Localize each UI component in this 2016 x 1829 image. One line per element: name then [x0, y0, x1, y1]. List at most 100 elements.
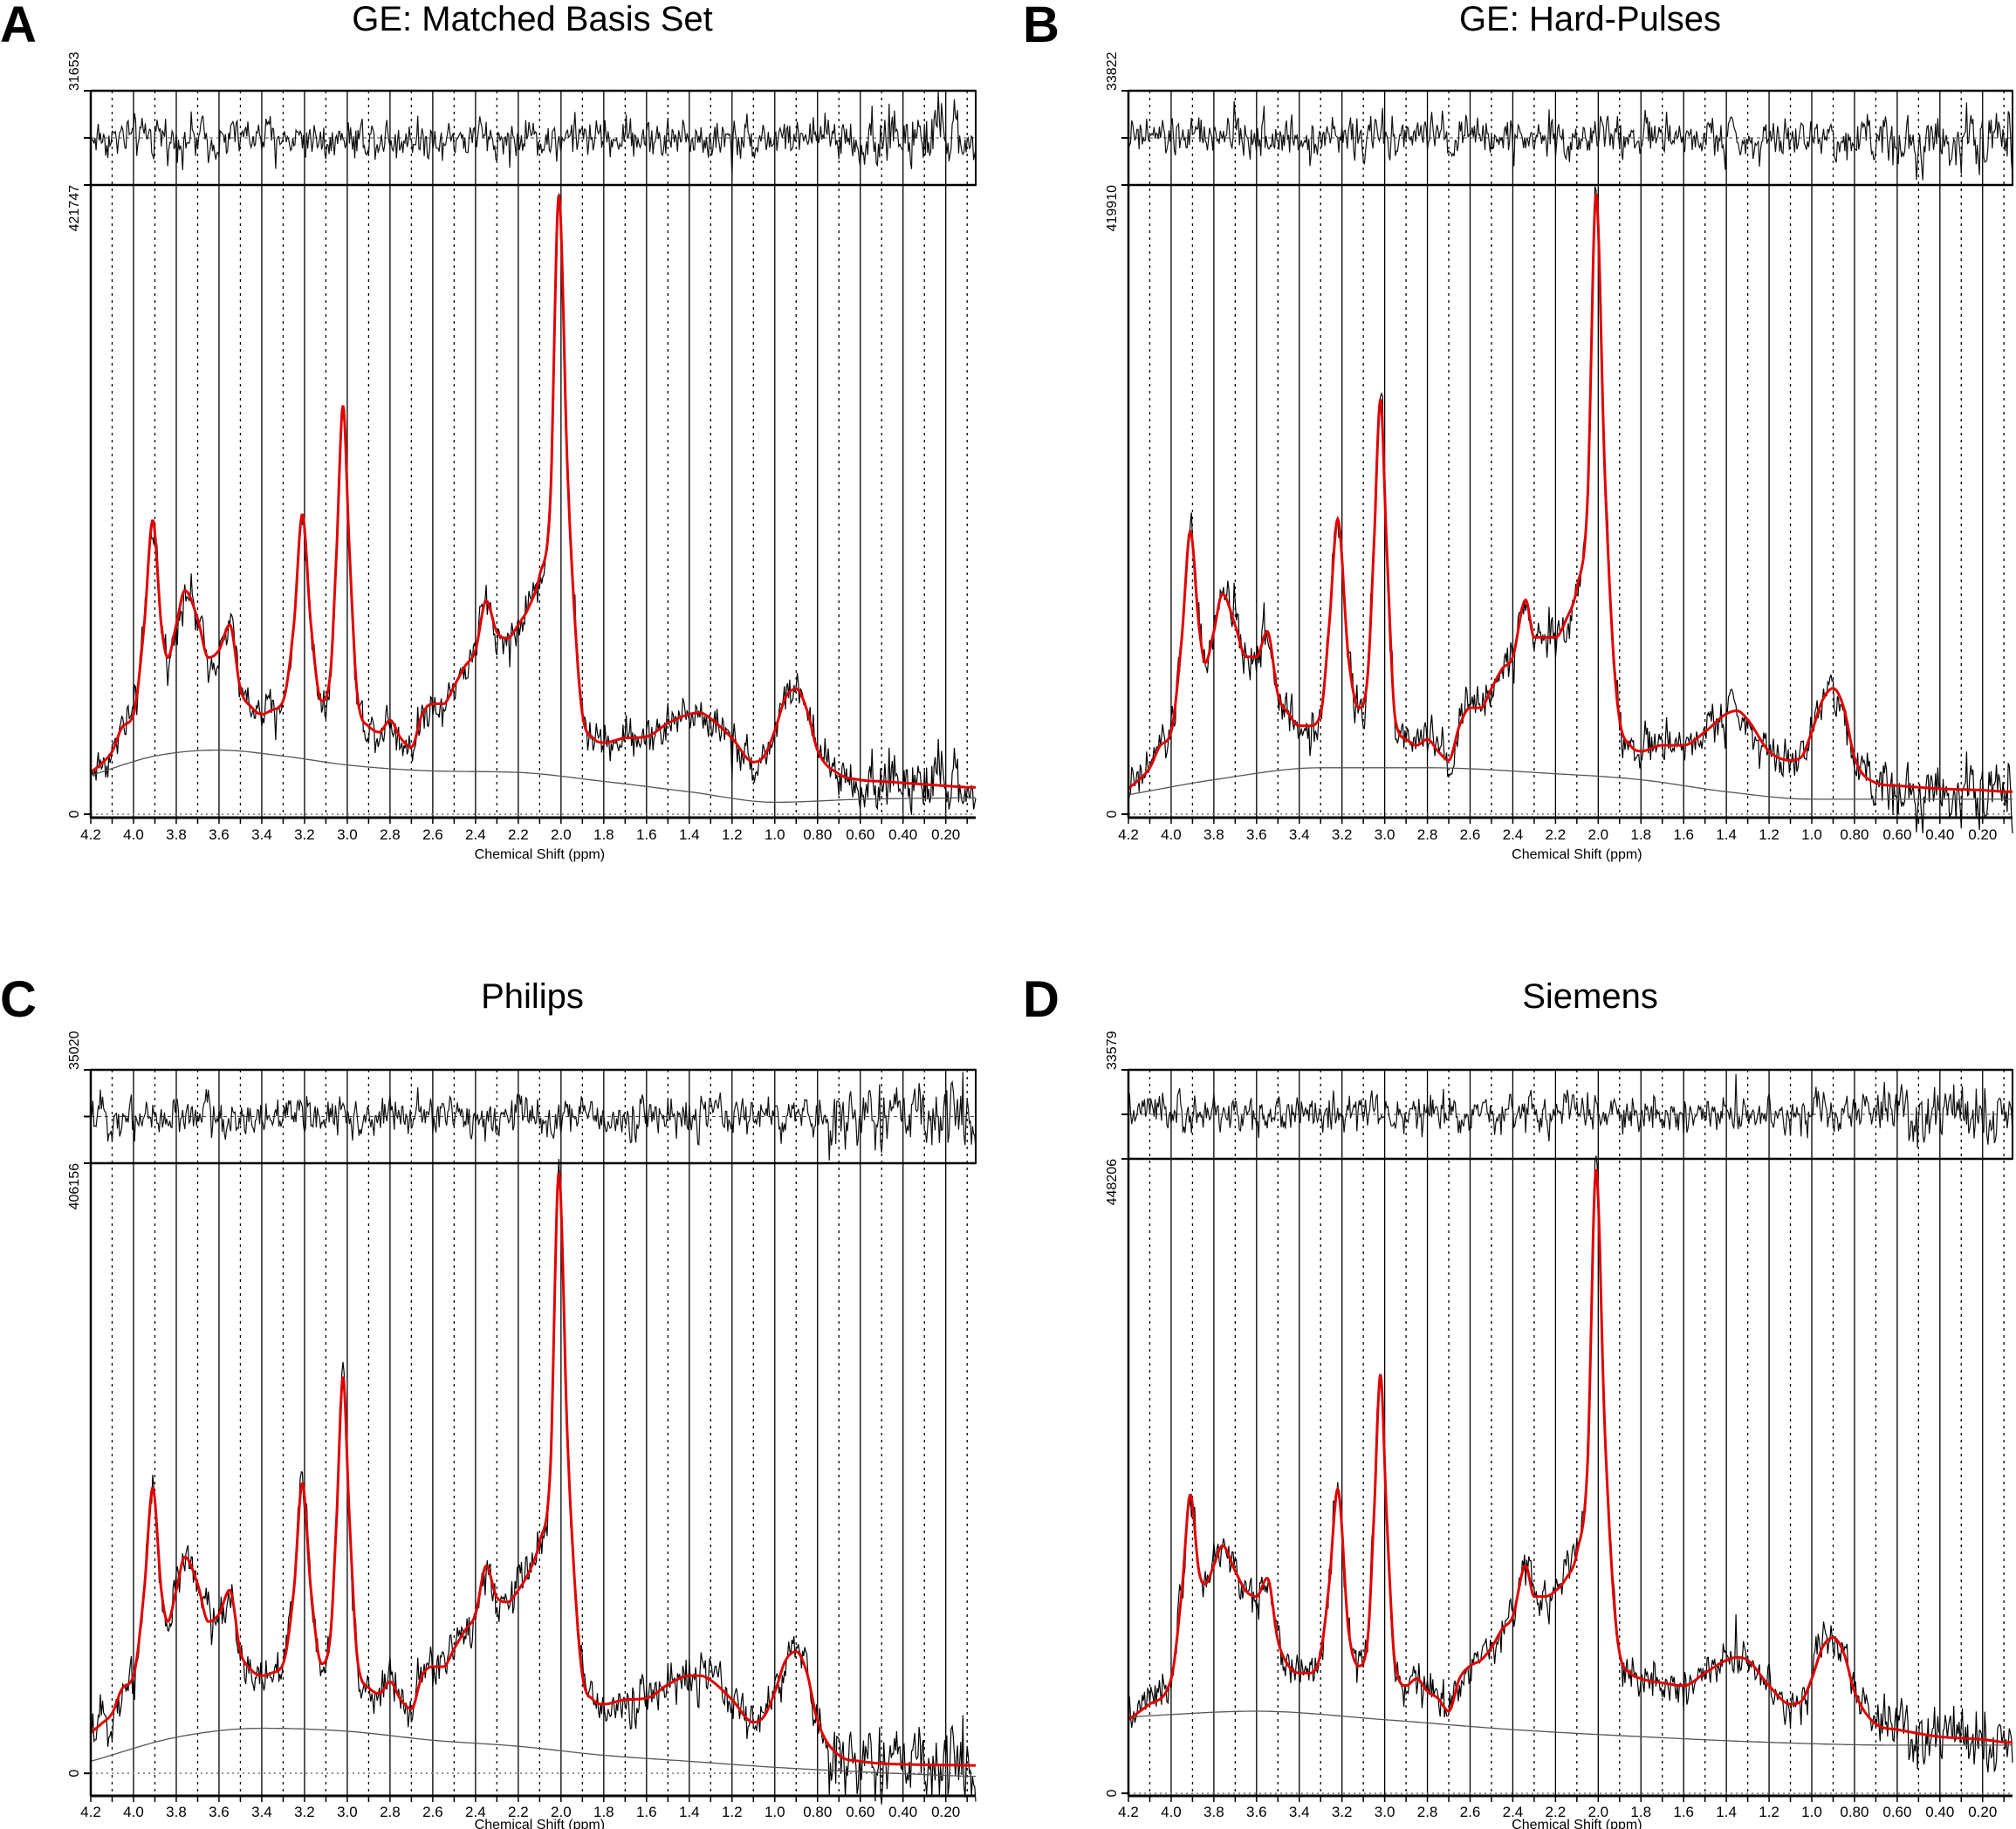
x-tick-label: 0.80 [803, 826, 832, 843]
x-tick-label: 1.0 [765, 826, 785, 843]
panel-letter-a: A [0, 0, 37, 53]
x-tick-label: 4.2 [1118, 826, 1139, 843]
x-tick-label: 0.40 [888, 1804, 917, 1820]
y-max-label: 419910 [1105, 185, 1120, 231]
x-tick-label: 4.2 [80, 1804, 101, 1820]
x-tick-label: 2.8 [380, 826, 401, 843]
x-tick-label: 1.0 [1801, 1804, 1822, 1820]
data-line [1128, 1154, 2013, 1773]
panel-letter-b: B [1023, 0, 1059, 53]
x-tick-label: 0.60 [1882, 826, 1911, 843]
x-tick-label: 0.60 [846, 1804, 874, 1820]
panel-title-d: Siemens [1522, 977, 1658, 1016]
x-tick-label: 3.6 [209, 826, 230, 843]
x-tick-label: 2.6 [1460, 826, 1481, 843]
data-line [90, 193, 977, 815]
x-tick-label: 1.4 [1716, 1804, 1737, 1820]
spectrum-panel-d: 33579 448206 0 4.2 4.0 3.8 3.6 3.4 3.2 3.0 2.8 2.6 2… [1105, 1031, 2013, 1829]
x-tick-label: 2.4 [1503, 826, 1524, 843]
y-max-label: 448206 [1105, 1159, 1120, 1205]
x-tick-label: 1.0 [1801, 826, 1822, 843]
x-tick-label: 4.2 [1118, 1804, 1139, 1820]
x-tick-label: 3.8 [1203, 826, 1224, 843]
x-tick-label: 1.8 [593, 826, 614, 843]
x-tick-label: 1.4 [679, 826, 700, 843]
x-tick-label: 0.20 [931, 826, 960, 843]
x-tick-label: 2.8 [380, 1804, 401, 1820]
x-tick-label: 1.2 [1759, 826, 1779, 843]
x-tick-label: 1.8 [1630, 826, 1651, 843]
x-tick-label: 4.0 [123, 1804, 144, 1820]
fit-line [90, 1172, 976, 1767]
x-tick-label: 0.80 [803, 1804, 832, 1820]
x-tick-label: 1.6 [1673, 1804, 1694, 1820]
x-tick-label: 3.4 [251, 826, 272, 843]
x-tick-label: 2.0 [1587, 1804, 1608, 1820]
x-tick-label: 2.4 [465, 1804, 486, 1820]
x-tick-label: 3.2 [1332, 826, 1353, 843]
x-tick-label: 3.0 [337, 826, 358, 843]
x-tick-label: 3.0 [1375, 826, 1395, 843]
x-tick-label: 1.8 [593, 1804, 614, 1820]
panel-title-a: GE: Matched Basis Set [352, 0, 713, 38]
x-tick-label: 2.6 [1460, 1804, 1481, 1820]
baseline-line [90, 1727, 976, 1778]
y-zero-label: 0 [67, 811, 82, 819]
x-axis-label: Chemical Shift (ppm) [1512, 847, 1642, 862]
x-tick-label: 1.6 [636, 826, 657, 843]
x-tick-label: 1.2 [1759, 1804, 1779, 1820]
x-tick-label: 1.2 [722, 826, 743, 843]
data-line [90, 1158, 977, 1805]
residual-line [1128, 100, 2013, 181]
x-tick-label: 1.4 [1716, 826, 1737, 843]
x-tick-label: 3.6 [1246, 1804, 1267, 1820]
spectrum-panel-a: 31653 421747 0 4.2 4.0 3.8 3.6 3.4 3.2 3.0 2.8 2.6 2… [67, 51, 977, 862]
baseline-line [1128, 1710, 2013, 1746]
x-tick-label: 3.6 [209, 1804, 230, 1820]
x-tick-label: 3.8 [166, 826, 187, 843]
x-tick-label: 0.60 [1882, 1804, 1911, 1820]
y-max-label: 406156 [67, 1163, 82, 1209]
x-tick-label: 2.4 [465, 826, 486, 843]
residual-line [90, 1072, 977, 1161]
x-tick-label: 3.4 [1289, 1804, 1310, 1820]
x-tick-label: 3.0 [1375, 1804, 1395, 1820]
x-tick-label: 2.2 [508, 826, 529, 843]
panel-title-c: Philips [481, 977, 584, 1016]
x-tick-label: 3.8 [1203, 1804, 1224, 1820]
x-tick-label: 0.60 [846, 826, 874, 843]
residual-max-label: 33579 [1105, 1031, 1120, 1070]
x-tick-label: 3.0 [337, 1804, 358, 1820]
x-tick-label: 2.8 [1417, 826, 1438, 843]
residual-max-label: 33822 [1105, 51, 1120, 91]
x-tick-label: 2.2 [1546, 826, 1567, 843]
x-tick-label: 0.80 [1840, 826, 1869, 843]
x-axis-label: Chemical Shift (ppm) [1512, 1818, 1642, 1829]
x-tick-label: 3.2 [1332, 1804, 1353, 1820]
x-tick-label: 0.20 [1968, 826, 1997, 843]
panel-letter-d: D [1023, 971, 1059, 1028]
x-tick-label: 3.6 [1246, 826, 1267, 843]
panel-letter-c: C [0, 971, 37, 1028]
x-tick-label: 2.0 [551, 826, 572, 843]
x-tick-label: 3.2 [294, 826, 315, 843]
x-tick-label: 2.2 [1546, 1804, 1567, 1820]
y-max-label: 421747 [67, 185, 82, 231]
x-axis-label: Chemical Shift (ppm) [475, 847, 605, 862]
residual-max-label: 35020 [67, 1031, 82, 1070]
x-tick-label: 3.4 [251, 1804, 272, 1820]
x-tick-label: 0.40 [888, 826, 917, 843]
x-tick-label: 3.2 [294, 1804, 315, 1820]
x-tick-label: 4.0 [1161, 826, 1182, 843]
x-tick-label: 0.80 [1840, 1804, 1869, 1820]
x-tick-label: 2.0 [551, 1804, 572, 1820]
x-tick-label: 1.0 [765, 1804, 785, 1820]
residual-line [1128, 1073, 2013, 1148]
fit-line [90, 195, 976, 789]
panel-title-b: GE: Hard-Pulses [1458, 0, 1722, 38]
x-tick-label: 2.4 [1503, 1804, 1524, 1820]
x-tick-label: 2.2 [508, 1804, 529, 1820]
fit-line [1127, 193, 2013, 793]
x-tick-label: 0.40 [1925, 826, 1954, 843]
residual-line [90, 92, 977, 181]
